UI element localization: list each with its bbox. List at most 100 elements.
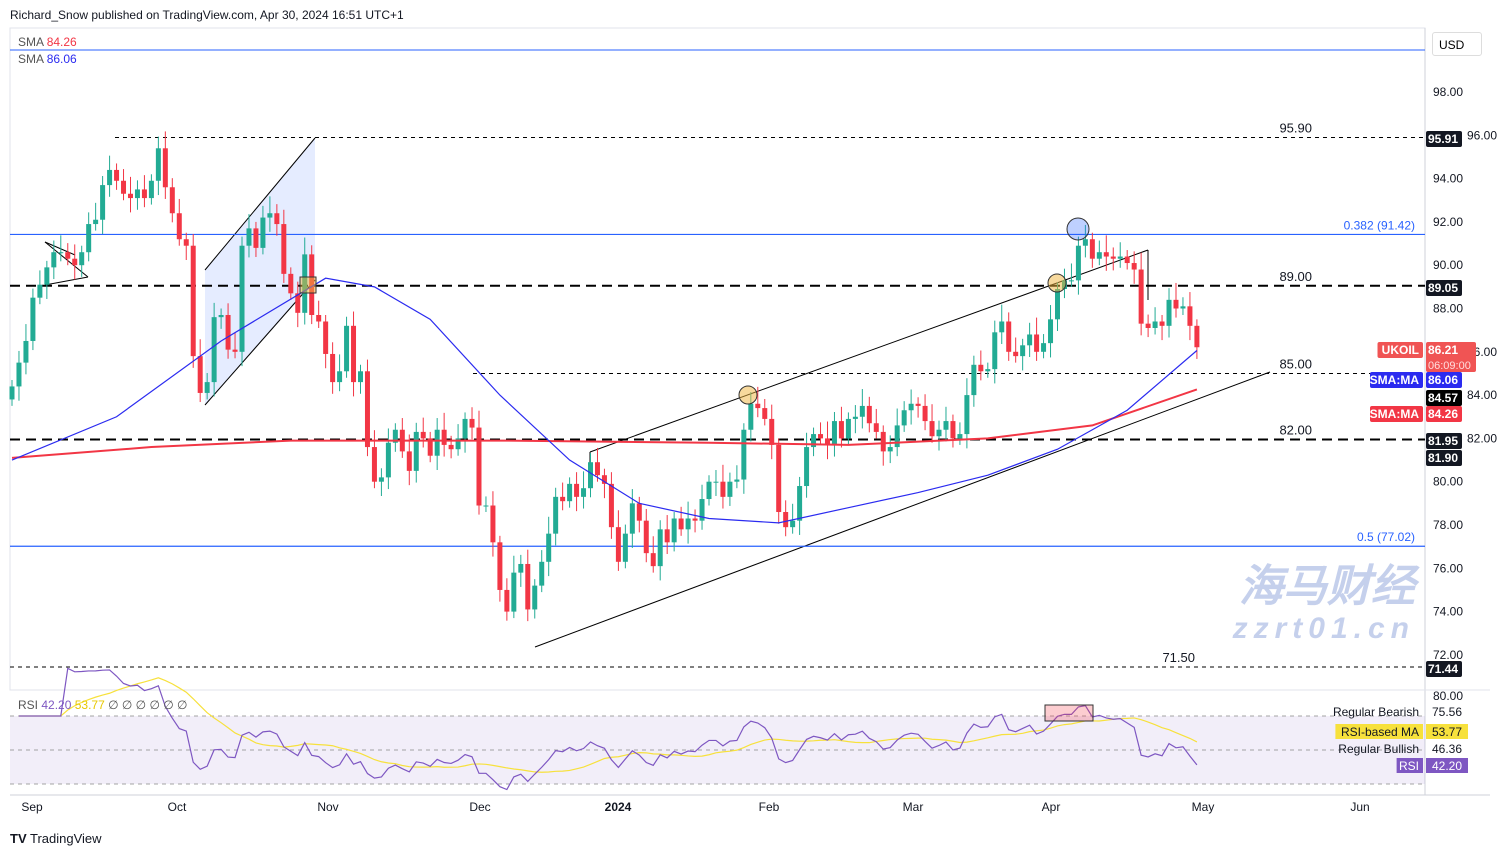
candle-body (232, 349, 238, 352)
rsi-extra-values: ∅ ∅ ∅ ∅ ∅ ∅ (108, 698, 188, 712)
candle (169, 178, 175, 223)
candle-body (887, 447, 893, 452)
candle-body (1068, 280, 1074, 282)
candle (1159, 314, 1165, 341)
candle-body (1006, 321, 1012, 352)
x-tick-label: Sep (21, 800, 43, 814)
candle-body (824, 438, 830, 445)
candle-body (1096, 252, 1102, 259)
candle (643, 508, 649, 563)
rsi-legend[interactable]: RSI 42.20 53.77 ∅ ∅ ∅ ∅ ∅ ∅ (18, 698, 188, 712)
candle-body (866, 405, 872, 424)
candle-body (852, 416, 858, 419)
candle (971, 355, 977, 407)
trendline (44, 276, 89, 286)
candle (880, 425, 886, 466)
candle (894, 408, 900, 457)
candle (420, 417, 426, 448)
candle (1068, 263, 1074, 287)
rsi-divergence-marker (1044, 704, 1094, 722)
sma50-value: 86.06 (46, 52, 77, 66)
candle (225, 303, 231, 359)
candle-body (441, 429, 447, 445)
candle-body (504, 589, 510, 612)
candle (1152, 307, 1158, 335)
candle (211, 302, 217, 397)
y-tick-label: 80.00 (1433, 475, 1463, 489)
rsi-top-tick: 80.00 (1433, 689, 1463, 703)
price-tag-bg (1426, 131, 1462, 147)
candle-body (894, 425, 900, 448)
candle-body (1013, 351, 1019, 357)
y-tick-label: 76.00 (1433, 561, 1463, 575)
candle (79, 245, 85, 277)
candle (1075, 236, 1081, 295)
x-tick-label: May (1192, 800, 1215, 814)
candle (9, 379, 15, 406)
candle (790, 503, 796, 534)
candle (316, 300, 322, 328)
candle (1194, 319, 1200, 359)
candle (532, 579, 538, 619)
y-tick-label: 94.00 (1433, 172, 1463, 186)
candle-body (992, 332, 998, 370)
candle (86, 212, 92, 262)
candle (1048, 305, 1054, 358)
candle-body (274, 213, 280, 225)
candle-body (267, 213, 273, 218)
price-tag-bg (1426, 372, 1462, 388)
sma200-value: 84.26 (46, 35, 77, 49)
candle (65, 243, 71, 266)
candle-body (1152, 321, 1158, 328)
candle-body (950, 421, 956, 439)
candle (957, 422, 963, 445)
price-tag-value: 81.95 (1428, 434, 1458, 448)
candle-body (197, 356, 203, 393)
candle (1034, 317, 1040, 361)
sma50-legend[interactable]: SMA 86.06 (18, 52, 77, 66)
flag-break-marker (299, 276, 317, 294)
candle (260, 205, 266, 255)
y-tick-label: 90.00 (1433, 258, 1463, 272)
candle-body (51, 252, 57, 268)
candle-body (838, 421, 844, 439)
price-tag-value: 84.57 (1428, 391, 1458, 405)
candle-body (692, 518, 698, 521)
candle (162, 131, 168, 199)
candle-body (713, 481, 719, 483)
candle (490, 491, 496, 557)
candle (358, 364, 363, 394)
candle (1089, 232, 1095, 268)
candle (692, 509, 698, 533)
x-tick-label: Jun (1350, 800, 1369, 814)
candle-body (685, 518, 691, 530)
tradingview-logo[interactable]: TV TradingView (10, 831, 102, 846)
candle-body (121, 180, 127, 194)
rsi-value: 42.20 (41, 698, 72, 712)
candle-body (615, 527, 621, 562)
candle-body (699, 499, 705, 521)
candle-body (901, 410, 907, 426)
candle (392, 423, 398, 452)
candle-body (406, 451, 412, 471)
candle-body (218, 314, 224, 318)
candle-body (1117, 256, 1123, 259)
candle (51, 240, 57, 280)
candle-body (567, 483, 573, 502)
candle (37, 270, 43, 305)
candle (30, 288, 36, 351)
series-name-bg (1370, 372, 1423, 388)
currency-button[interactable]: USD (1432, 32, 1482, 56)
candle-body (657, 529, 663, 567)
candle (58, 235, 64, 262)
candle-body (1055, 289, 1060, 320)
candle (253, 221, 259, 257)
candle (1138, 252, 1144, 336)
price-tag: 84.57 (1426, 390, 1462, 406)
candle (622, 524, 628, 569)
candle (1117, 242, 1123, 268)
candle-body (845, 418, 851, 439)
candle (999, 304, 1005, 345)
sma200-legend[interactable]: SMA 84.26 (18, 35, 77, 49)
